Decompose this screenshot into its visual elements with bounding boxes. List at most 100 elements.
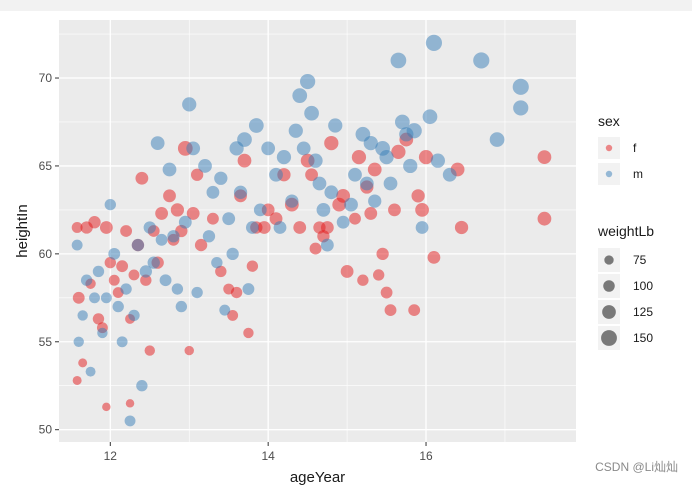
data-point-f: [367, 162, 382, 177]
data-point-f: [357, 274, 369, 286]
data-point-m: [304, 105, 319, 121]
data-point-f: [206, 212, 219, 225]
data-point-m: [136, 380, 148, 392]
legend-weightlb-label: 100: [633, 279, 653, 293]
data-point-m: [316, 203, 331, 217]
data-point-m: [245, 221, 259, 234]
data-point-m: [300, 73, 316, 90]
data-point-f: [351, 150, 367, 165]
data-point-f: [380, 286, 393, 299]
data-point-f: [72, 291, 85, 304]
data-point-f: [418, 150, 434, 165]
data-point-f: [144, 345, 155, 356]
y-tick-label: 55: [39, 335, 53, 349]
data-point-m: [211, 256, 223, 269]
data-point-m: [368, 194, 382, 208]
data-point-m: [85, 366, 96, 377]
data-point-m: [430, 153, 445, 168]
data-point-m: [147, 256, 160, 269]
data-point-f: [135, 171, 149, 185]
legend-weightlb-swatch: [603, 280, 615, 292]
data-point-f: [140, 274, 152, 286]
data-point-f: [257, 221, 271, 234]
data-point-m: [379, 150, 394, 165]
data-point-m: [425, 34, 443, 51]
data-point-m: [363, 135, 378, 151]
data-point-f: [324, 135, 339, 151]
legend-weightlb-swatch: [601, 330, 617, 346]
data-point-m: [320, 238, 334, 252]
data-point-m: [206, 185, 220, 199]
data-point-m: [348, 167, 362, 182]
x-tick-label: 16: [419, 449, 433, 463]
y-axis-title: heightIn: [14, 204, 31, 257]
data-point-m: [162, 162, 177, 177]
data-point-f: [349, 212, 361, 225]
data-point-f: [537, 211, 552, 226]
legend-weightlb-label: 75: [633, 253, 647, 267]
data-point-m: [143, 221, 156, 234]
data-point-f: [336, 188, 351, 203]
data-point-f: [92, 313, 105, 325]
data-point-m: [269, 167, 283, 182]
data-point-m: [296, 141, 311, 156]
data-point-f: [305, 168, 318, 182]
x-axis-title: ageYear: [290, 469, 345, 486]
data-point-f: [88, 216, 101, 229]
data-point-f: [372, 269, 385, 281]
data-point-m: [328, 118, 343, 133]
data-point-f: [170, 203, 185, 217]
data-point-m: [191, 286, 203, 299]
legend-sex-label: f: [633, 141, 637, 155]
data-point-f: [184, 345, 194, 356]
data-point-m: [324, 185, 339, 200]
legend-weightlb: weightLb 75 100 125 150: [597, 223, 654, 350]
data-point-m: [186, 141, 201, 156]
x-tick-label: 14: [261, 449, 275, 463]
data-point-m: [383, 176, 398, 191]
data-point-m: [108, 247, 121, 260]
legend-weightlb-swatch: [604, 255, 614, 265]
data-point-m: [390, 52, 407, 69]
data-point-m: [403, 158, 418, 174]
series-f-points: [71, 132, 552, 412]
data-point-m: [167, 230, 180, 243]
data-point-f: [163, 189, 176, 203]
data-point-m: [312, 176, 327, 191]
data-point-f: [78, 358, 88, 368]
data-point-f: [376, 247, 389, 261]
legend-weightlb-title: weightLb: [597, 223, 654, 239]
data-point-f: [293, 221, 307, 234]
data-point-f: [215, 265, 227, 278]
data-point-f: [71, 222, 83, 233]
data-point-f: [99, 221, 113, 234]
data-point-m: [71, 239, 83, 251]
data-point-m: [394, 114, 410, 130]
x-axis: 12 14 16: [104, 442, 433, 463]
data-point-f: [364, 207, 378, 220]
data-point-m: [406, 123, 422, 139]
data-point-f: [230, 286, 243, 299]
top-strip: [0, 0, 692, 11]
y-tick-label: 60: [39, 247, 53, 261]
data-point-m: [182, 97, 197, 112]
data-point-f: [190, 168, 204, 181]
legend-sex-swatch: [605, 144, 613, 152]
data-point-m: [100, 292, 112, 304]
data-point-m: [415, 221, 429, 234]
data-point-m: [120, 283, 132, 295]
legend-sex: sex fm: [598, 113, 643, 185]
data-point-m: [422, 109, 438, 125]
data-point-f: [384, 304, 397, 317]
data-point-m: [242, 283, 255, 295]
data-point-m: [124, 415, 136, 427]
data-point-f: [104, 256, 116, 269]
data-point-m: [77, 310, 88, 321]
data-point-m: [237, 132, 252, 147]
data-point-m: [285, 194, 299, 208]
data-point-m: [116, 336, 128, 348]
data-point-m: [442, 167, 457, 182]
data-point-f: [408, 304, 421, 317]
data-point-m: [219, 304, 231, 316]
